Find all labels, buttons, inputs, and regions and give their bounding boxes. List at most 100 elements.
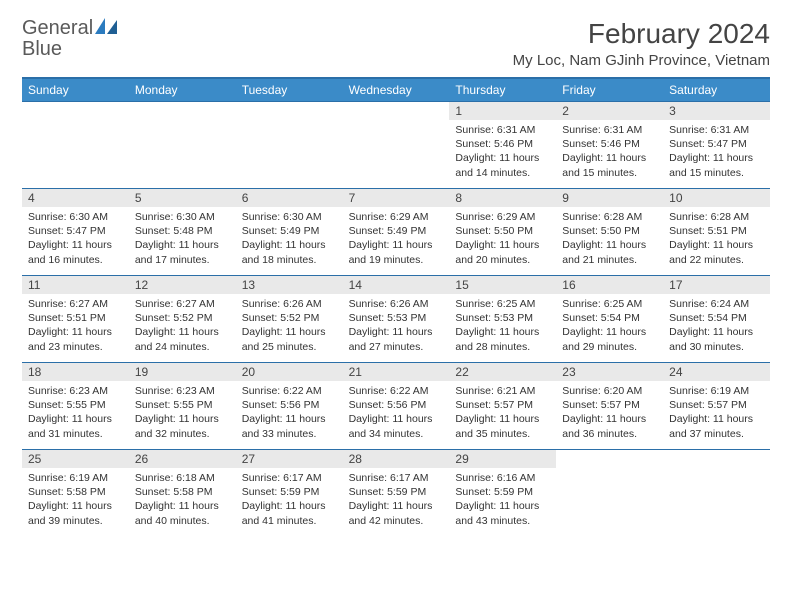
sunrise-text: Sunrise: 6:26 AM [349, 297, 444, 311]
sunrise-text: Sunrise: 6:22 AM [242, 384, 337, 398]
sunset-text: Sunset: 5:52 PM [242, 311, 337, 325]
day-number [663, 450, 770, 454]
sunrise-text: Sunrise: 6:21 AM [455, 384, 550, 398]
day-number: 23 [556, 363, 663, 381]
sunset-text: Sunset: 5:57 PM [669, 398, 764, 412]
daylight-text: Daylight: 11 hours and 18 minutes. [242, 238, 337, 266]
day-details: Sunrise: 6:24 AMSunset: 5:54 PMDaylight:… [663, 294, 770, 360]
calendar-week: 4Sunrise: 6:30 AMSunset: 5:47 PMDaylight… [22, 188, 770, 275]
daylight-text: Daylight: 11 hours and 43 minutes. [455, 499, 550, 527]
day-details: Sunrise: 6:20 AMSunset: 5:57 PMDaylight:… [556, 381, 663, 447]
day-number: 29 [449, 450, 556, 468]
day-details: Sunrise: 6:18 AMSunset: 5:58 PMDaylight:… [129, 468, 236, 534]
day-number: 12 [129, 276, 236, 294]
daylight-text: Daylight: 11 hours and 15 minutes. [669, 151, 764, 179]
calendar-cell: 19Sunrise: 6:23 AMSunset: 5:55 PMDayligh… [129, 363, 236, 449]
day-number: 7 [343, 189, 450, 207]
sunrise-text: Sunrise: 6:20 AM [562, 384, 657, 398]
title-block: February 2024 My Loc, Nam GJinh Province… [513, 18, 770, 69]
calendar-week: 18Sunrise: 6:23 AMSunset: 5:55 PMDayligh… [22, 362, 770, 449]
sunset-text: Sunset: 5:53 PM [349, 311, 444, 325]
daylight-text: Daylight: 11 hours and 32 minutes. [135, 412, 230, 440]
sunset-text: Sunset: 5:59 PM [455, 485, 550, 499]
day-number [129, 102, 236, 106]
weekday-header: Sunday Monday Tuesday Wednesday Thursday… [22, 77, 770, 101]
sunset-text: Sunset: 5:59 PM [242, 485, 337, 499]
day-details: Sunrise: 6:30 AMSunset: 5:47 PMDaylight:… [22, 207, 129, 273]
logo-text-blue: Blue [22, 38, 62, 60]
sunset-text: Sunset: 5:46 PM [562, 137, 657, 151]
sunrise-text: Sunrise: 6:25 AM [455, 297, 550, 311]
day-number: 2 [556, 102, 663, 120]
calendar-cell: 10Sunrise: 6:28 AMSunset: 5:51 PMDayligh… [663, 189, 770, 275]
day-number: 24 [663, 363, 770, 381]
day-number: 19 [129, 363, 236, 381]
sunrise-text: Sunrise: 6:24 AM [669, 297, 764, 311]
daylight-text: Daylight: 11 hours and 40 minutes. [135, 499, 230, 527]
sunrise-text: Sunrise: 6:26 AM [242, 297, 337, 311]
calendar-cell: 16Sunrise: 6:25 AMSunset: 5:54 PMDayligh… [556, 276, 663, 362]
sunrise-text: Sunrise: 6:23 AM [135, 384, 230, 398]
sunset-text: Sunset: 5:48 PM [135, 224, 230, 238]
day-details: Sunrise: 6:23 AMSunset: 5:55 PMDaylight:… [129, 381, 236, 447]
day-details: Sunrise: 6:25 AMSunset: 5:53 PMDaylight:… [449, 294, 556, 360]
day-details: Sunrise: 6:19 AMSunset: 5:57 PMDaylight:… [663, 381, 770, 447]
sunrise-text: Sunrise: 6:27 AM [135, 297, 230, 311]
calendar-cell: 18Sunrise: 6:23 AMSunset: 5:55 PMDayligh… [22, 363, 129, 449]
weekday-label: Monday [129, 79, 236, 101]
daylight-text: Daylight: 11 hours and 35 minutes. [455, 412, 550, 440]
calendar-cell: 1Sunrise: 6:31 AMSunset: 5:46 PMDaylight… [449, 102, 556, 188]
calendar-cell: 13Sunrise: 6:26 AMSunset: 5:52 PMDayligh… [236, 276, 343, 362]
daylight-text: Daylight: 11 hours and 37 minutes. [669, 412, 764, 440]
daylight-text: Daylight: 11 hours and 24 minutes. [135, 325, 230, 353]
sunrise-text: Sunrise: 6:17 AM [242, 471, 337, 485]
daylight-text: Daylight: 11 hours and 39 minutes. [28, 499, 123, 527]
day-details: Sunrise: 6:17 AMSunset: 5:59 PMDaylight:… [236, 468, 343, 534]
day-number: 9 [556, 189, 663, 207]
day-details: Sunrise: 6:23 AMSunset: 5:55 PMDaylight:… [22, 381, 129, 447]
sunset-text: Sunset: 5:47 PM [28, 224, 123, 238]
daylight-text: Daylight: 11 hours and 16 minutes. [28, 238, 123, 266]
daylight-text: Daylight: 11 hours and 27 minutes. [349, 325, 444, 353]
calendar-cell: 11Sunrise: 6:27 AMSunset: 5:51 PMDayligh… [22, 276, 129, 362]
sunset-text: Sunset: 5:58 PM [135, 485, 230, 499]
day-number: 25 [22, 450, 129, 468]
day-number: 1 [449, 102, 556, 120]
day-details: Sunrise: 6:22 AMSunset: 5:56 PMDaylight:… [236, 381, 343, 447]
day-number: 6 [236, 189, 343, 207]
calendar-cell: 4Sunrise: 6:30 AMSunset: 5:47 PMDaylight… [22, 189, 129, 275]
sunset-text: Sunset: 5:50 PM [455, 224, 550, 238]
daylight-text: Daylight: 11 hours and 15 minutes. [562, 151, 657, 179]
day-details: Sunrise: 6:27 AMSunset: 5:52 PMDaylight:… [129, 294, 236, 360]
sunset-text: Sunset: 5:56 PM [242, 398, 337, 412]
sunrise-text: Sunrise: 6:31 AM [669, 123, 764, 137]
daylight-text: Daylight: 11 hours and 36 minutes. [562, 412, 657, 440]
sunrise-text: Sunrise: 6:16 AM [455, 471, 550, 485]
sunrise-text: Sunrise: 6:19 AM [669, 384, 764, 398]
sunrise-text: Sunrise: 6:29 AM [349, 210, 444, 224]
day-number: 21 [343, 363, 450, 381]
logo-text-general: General [22, 17, 93, 39]
calendar-week: 11Sunrise: 6:27 AMSunset: 5:51 PMDayligh… [22, 275, 770, 362]
day-number [236, 102, 343, 106]
calendar-cell: 28Sunrise: 6:17 AMSunset: 5:59 PMDayligh… [343, 450, 450, 536]
day-details: Sunrise: 6:31 AMSunset: 5:46 PMDaylight:… [556, 120, 663, 186]
calendar-cell: 12Sunrise: 6:27 AMSunset: 5:52 PMDayligh… [129, 276, 236, 362]
sunrise-text: Sunrise: 6:18 AM [135, 471, 230, 485]
daylight-text: Daylight: 11 hours and 31 minutes. [28, 412, 123, 440]
sunset-text: Sunset: 5:51 PM [28, 311, 123, 325]
daylight-text: Daylight: 11 hours and 17 minutes. [135, 238, 230, 266]
sunset-text: Sunset: 5:49 PM [349, 224, 444, 238]
calendar-cell [556, 450, 663, 536]
header: General Blue February 2024 My Loc, Nam G… [22, 18, 770, 69]
sunrise-text: Sunrise: 6:31 AM [562, 123, 657, 137]
daylight-text: Daylight: 11 hours and 41 minutes. [242, 499, 337, 527]
sunset-text: Sunset: 5:57 PM [455, 398, 550, 412]
sunrise-text: Sunrise: 6:29 AM [455, 210, 550, 224]
daylight-text: Daylight: 11 hours and 25 minutes. [242, 325, 337, 353]
calendar-cell: 26Sunrise: 6:18 AMSunset: 5:58 PMDayligh… [129, 450, 236, 536]
day-number: 18 [22, 363, 129, 381]
sunrise-text: Sunrise: 6:17 AM [349, 471, 444, 485]
sunset-text: Sunset: 5:51 PM [669, 224, 764, 238]
daylight-text: Daylight: 11 hours and 28 minutes. [455, 325, 550, 353]
